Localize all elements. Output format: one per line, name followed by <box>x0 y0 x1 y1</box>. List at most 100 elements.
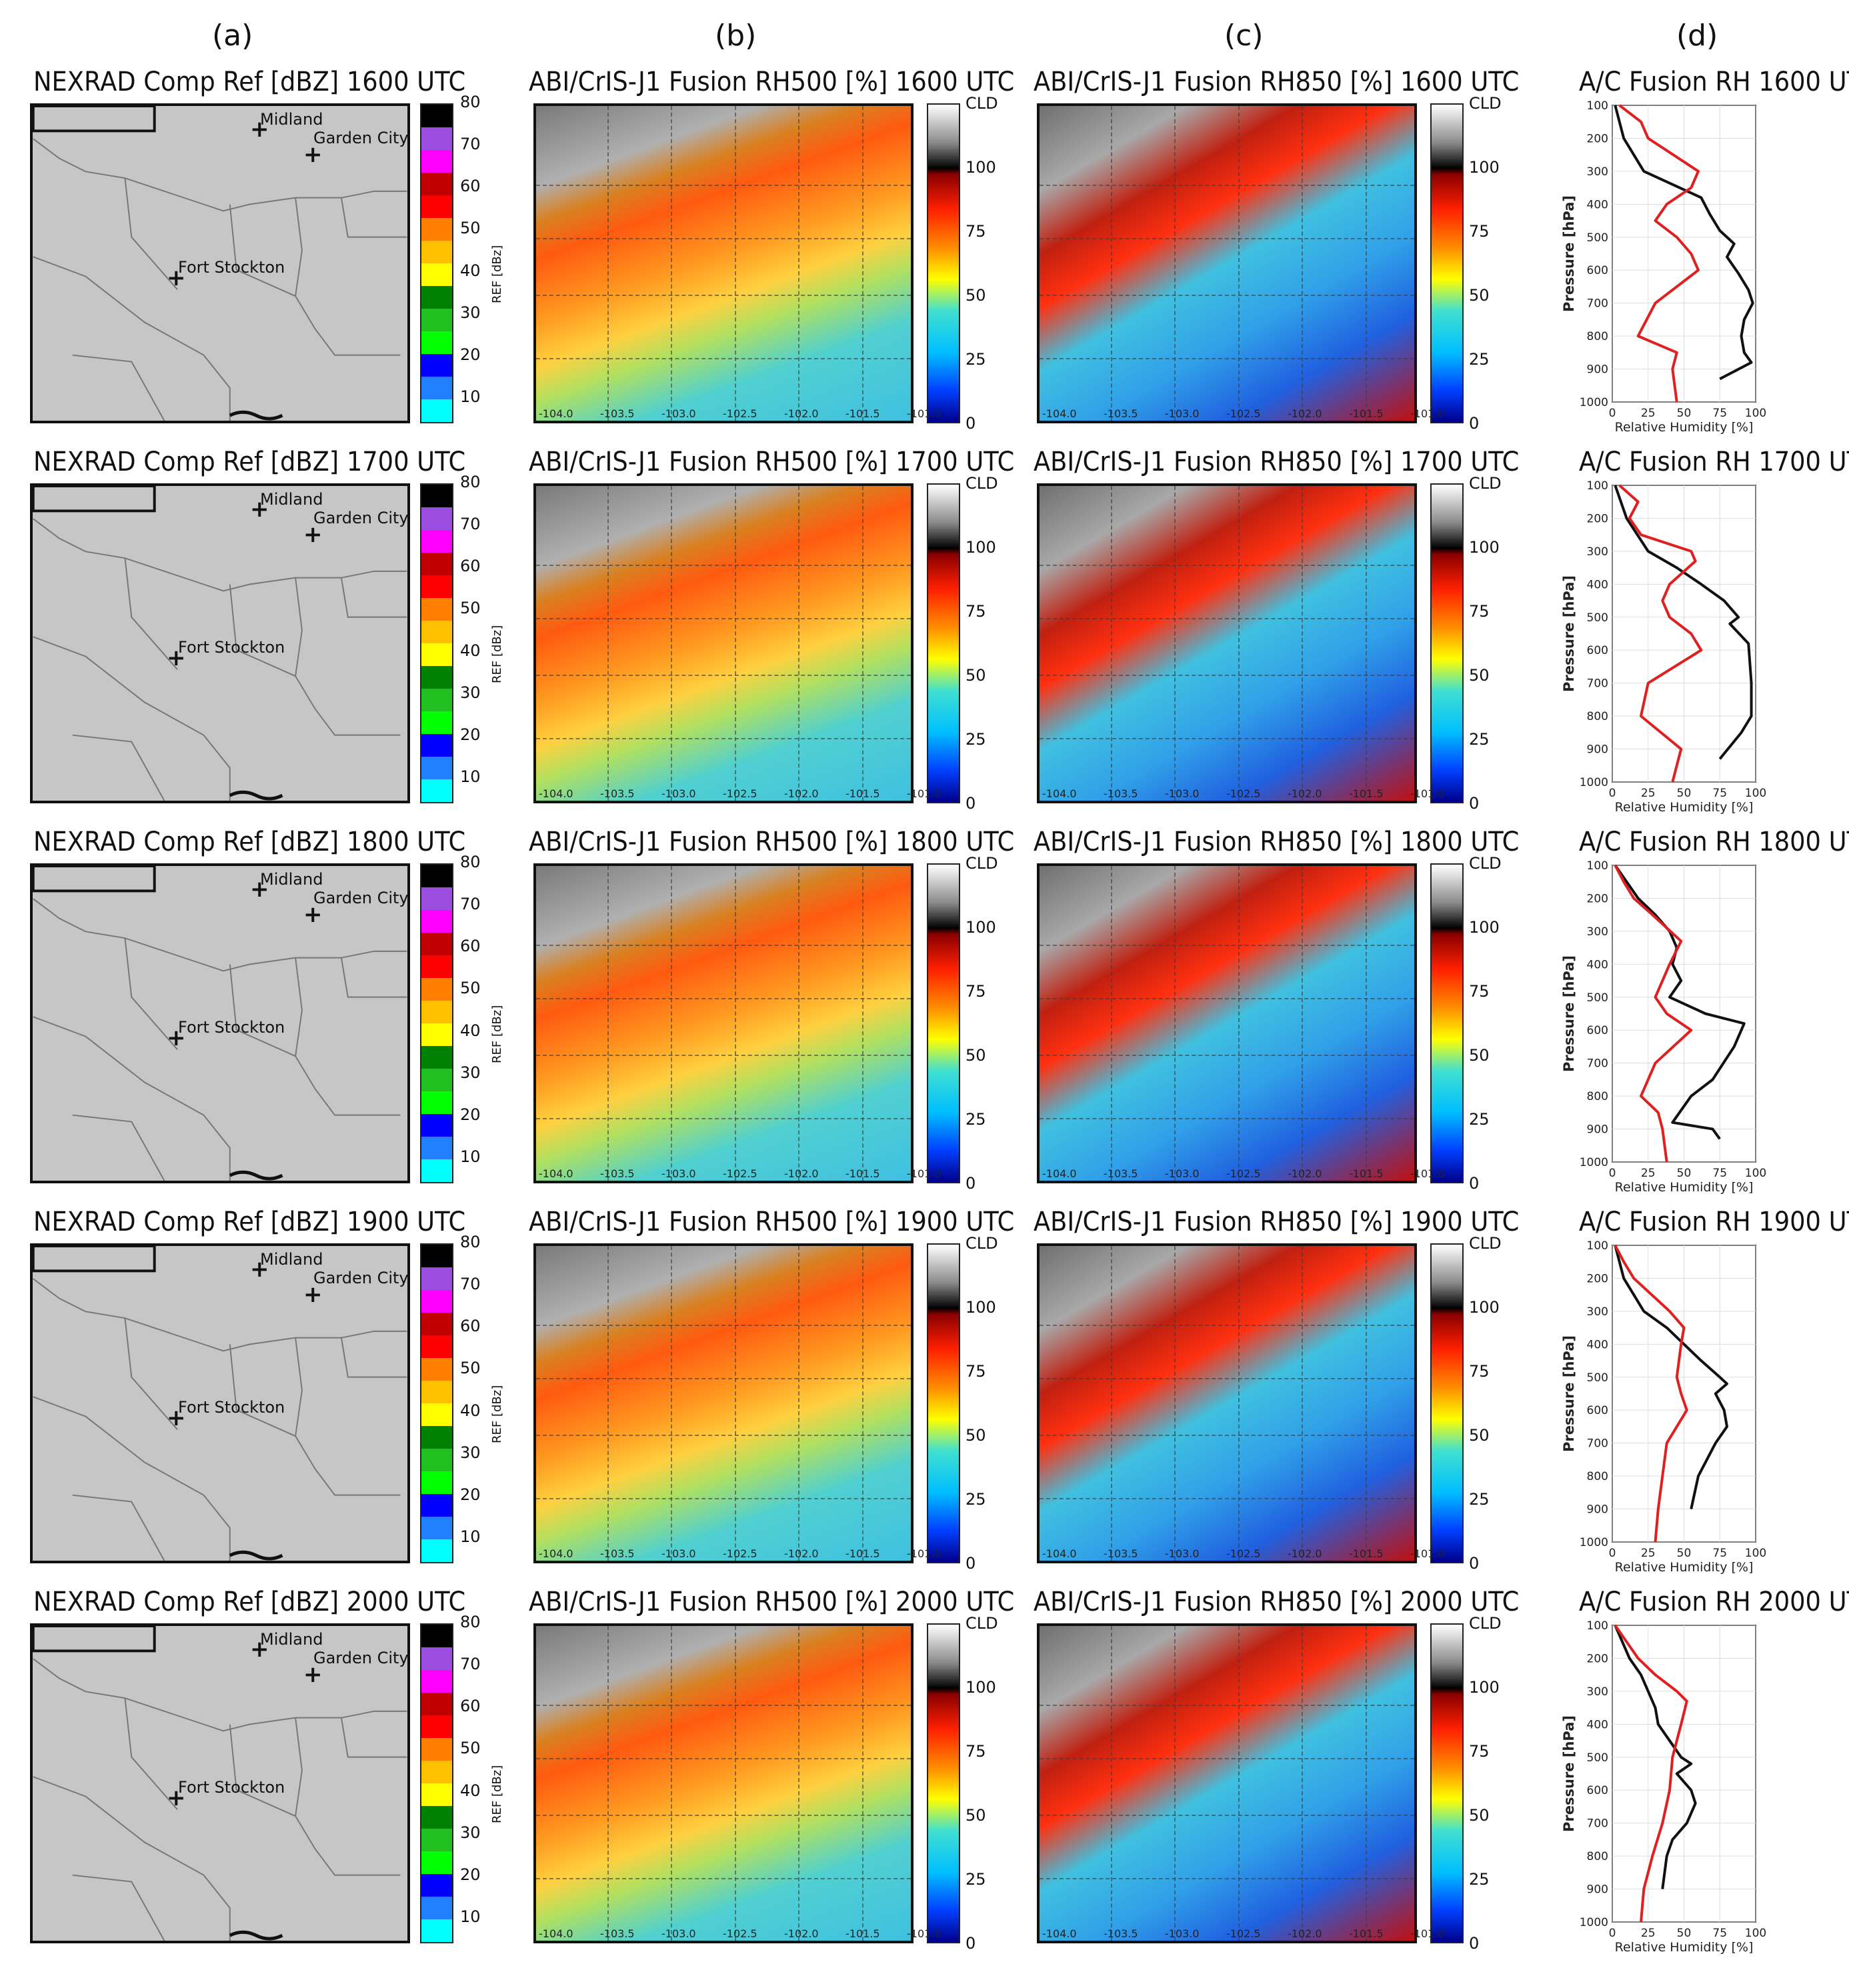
rh-colorbar <box>1430 483 1464 803</box>
x-tick-label: 50 <box>1677 1927 1692 1940</box>
radar-colorbar-tick: 80 <box>460 93 481 111</box>
map-gridline <box>1365 866 1367 1181</box>
lon-tick-label: -101.0 <box>1410 1547 1445 1560</box>
city-label-midland: Midland <box>260 1250 323 1269</box>
radar-colorbar-tick: 70 <box>460 895 481 914</box>
lon-tick-label: -102.0 <box>1288 787 1322 800</box>
y-tick-label: 1000 <box>1580 1916 1608 1929</box>
x-axis-label: Relative Humidity [%] <box>1615 1560 1754 1575</box>
rh-colorbar-tick: 25 <box>966 730 986 749</box>
map-gridline <box>1110 1626 1112 1941</box>
lon-tick-label: -102.5 <box>723 407 757 420</box>
map-gridline <box>798 1246 800 1561</box>
radar-colorbar-tick: 10 <box>460 1527 481 1547</box>
rh-colorbar-tick: 25 <box>1469 730 1490 749</box>
rh-colorbar-tick: 50 <box>966 1046 986 1065</box>
map-gridline <box>1110 486 1112 801</box>
rh-colorbar-tick: CLD <box>966 474 998 493</box>
lon-tick-label: -101.5 <box>845 787 880 800</box>
y-tick-label: 500 <box>1587 991 1608 1005</box>
radar-colorbar-unit: REF [dBz] <box>490 1385 504 1443</box>
lon-tick-label: -101.0 <box>1410 787 1445 800</box>
lon-tick-label: -104.0 <box>539 787 573 800</box>
radar-colorbar <box>420 483 453 803</box>
rh850-panel-title: ABI/CrIS-J1 Fusion RH850 [%] 2000 UTC <box>1034 1587 1520 1617</box>
y-tick-label: 400 <box>1587 958 1608 971</box>
radar-colorbar <box>420 103 453 423</box>
map-gridline <box>734 106 736 421</box>
rh500-map <box>533 483 913 803</box>
radar-colorbar-tick: 20 <box>460 1485 481 1504</box>
map-gridline <box>1238 106 1240 421</box>
map-gridline <box>798 486 800 801</box>
lon-tick-label: -101.0 <box>1410 1927 1445 1940</box>
y-axis-label: Pressure [hPa] <box>1561 1335 1577 1452</box>
radar-colorbar <box>420 1623 453 1943</box>
y-tick-label: 1000 <box>1580 396 1608 409</box>
column-label-d: (d) <box>1676 19 1718 53</box>
lon-tick-label: -102.0 <box>784 1167 819 1180</box>
black-rh-profile-line <box>1614 485 1753 760</box>
y-tick-label: 200 <box>1587 1652 1608 1665</box>
y-tick-label: 300 <box>1587 545 1608 559</box>
rh-colorbar-tick: 25 <box>1469 1490 1490 1509</box>
city-label-midland: Midland <box>260 870 323 889</box>
map-gridline <box>1110 1246 1112 1561</box>
y-tick-label: 200 <box>1587 512 1608 525</box>
radar-colorbar-tick: 70 <box>460 135 481 154</box>
lon-tick-label: -103.0 <box>1165 1927 1200 1940</box>
x-axis-label: Relative Humidity [%] <box>1615 800 1754 815</box>
rh-colorbar-tick: 100 <box>1469 918 1500 937</box>
map-gridline <box>1302 1246 1304 1561</box>
map-gridline <box>671 1626 673 1941</box>
x-tick-label: 25 <box>1641 407 1656 420</box>
black-rh-profile-line <box>1614 1625 1697 1889</box>
y-tick-label: 400 <box>1587 1718 1608 1731</box>
y-tick-label: 500 <box>1587 1751 1608 1765</box>
x-tick-label: 100 <box>1745 1927 1766 1940</box>
map-gridline <box>1040 1378 1414 1380</box>
city-marker: + <box>167 1785 186 1811</box>
rh-colorbar-tick: 75 <box>1469 602 1490 621</box>
x-tick-label: 50 <box>1677 1547 1692 1560</box>
radar-panel-title: NEXRAD Comp Ref [dBZ] 1900 UTC <box>33 1207 466 1237</box>
lon-tick-label: -103.5 <box>600 1167 635 1180</box>
x-tick-label: 100 <box>1745 407 1766 420</box>
map-gridline <box>1174 1246 1176 1561</box>
y-axis-label: Pressure [hPa] <box>1561 195 1577 312</box>
y-tick-label: 100 <box>1587 860 1608 873</box>
radar-colorbar-tick: 10 <box>460 387 481 407</box>
y-tick-label: 300 <box>1587 925 1608 939</box>
city-marker: + <box>167 1025 186 1051</box>
radar-colorbar-tick: 80 <box>460 853 481 871</box>
map-gridline <box>671 866 673 1181</box>
y-tick-label: 300 <box>1587 1305 1608 1319</box>
rh-colorbar-tick: 0 <box>1469 1554 1480 1573</box>
lon-tick-label: -101.0 <box>907 1547 942 1560</box>
map-gridline <box>861 866 863 1181</box>
radar-colorbar-tick: 50 <box>460 1739 481 1758</box>
lon-tick-label: -101.5 <box>845 1927 880 1940</box>
map-gridline <box>607 866 609 1181</box>
city-label-fort-stockton: Fort Stockton <box>178 1398 285 1417</box>
column-label-c: (c) <box>1224 19 1264 53</box>
x-tick-label: 100 <box>1745 787 1766 800</box>
rh-colorbar-tick: 0 <box>966 1174 976 1193</box>
rh850-map <box>1037 103 1417 423</box>
radar-colorbar-tick: 20 <box>460 725 481 744</box>
city-marker: + <box>303 1661 323 1688</box>
x-tick-label: 25 <box>1641 1167 1656 1180</box>
map-gridline <box>1040 945 1414 946</box>
radar-colorbar-tick: 10 <box>460 767 481 787</box>
rh-colorbar-tick: 100 <box>966 538 996 557</box>
rh-profile-chart: 0 25 50 75 100 100 200 300 400 500 600 700 800 900 100… <box>1561 480 1766 815</box>
red-rh-profile-line <box>1614 1245 1688 1543</box>
lon-tick-label: -104.0 <box>1042 1927 1077 1940</box>
county-borders <box>33 1246 407 1561</box>
lon-tick-label: -104.0 <box>539 407 573 420</box>
map-gridline <box>1040 1705 1414 1706</box>
rh-colorbar-tick: 50 <box>1469 1046 1490 1065</box>
map-gridline <box>1040 1815 1414 1817</box>
rh-colorbar-tick: 50 <box>1469 1806 1490 1825</box>
rh-profile-chart: 0 25 50 75 100 100 200 300 400 500 600 700 800 900 100… <box>1561 1620 1766 1955</box>
